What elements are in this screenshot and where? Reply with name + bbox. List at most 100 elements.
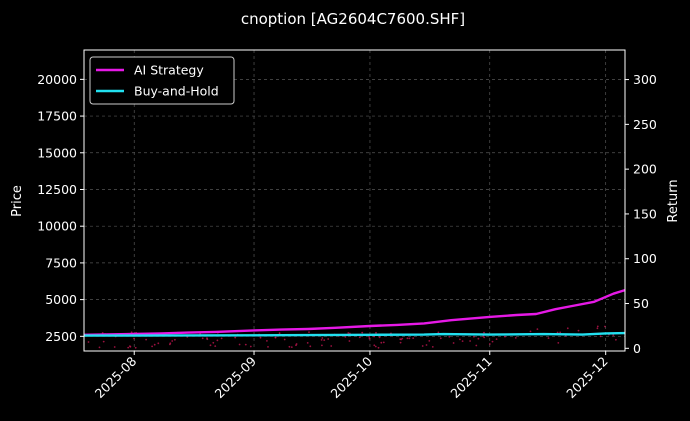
chart-title: cnoption [AG2604C7600.SHF]	[241, 10, 465, 28]
trade-marker	[214, 345, 217, 347]
legend-label-buy-and-hold: Buy-and-Hold	[134, 84, 219, 99]
trade-marker	[529, 330, 532, 333]
trade-marker	[604, 325, 606, 328]
trade-marker	[368, 336, 371, 338]
trade-marker	[249, 345, 252, 348]
trade-marker	[321, 337, 324, 339]
trade-marker	[347, 332, 350, 334]
trade-marker	[483, 331, 485, 334]
trade-marker	[130, 331, 133, 334]
x-tick-label: 2025-09	[212, 353, 260, 401]
trade-marker	[514, 337, 517, 339]
trade-marker	[288, 345, 291, 348]
trade-marker	[238, 343, 241, 346]
trade-marker	[201, 337, 204, 340]
trade-marker	[504, 335, 506, 338]
trade-marker	[151, 345, 154, 348]
grid-layer	[84, 50, 625, 351]
trade-marker	[536, 328, 539, 330]
trade-marker	[469, 340, 471, 342]
trade-marker	[274, 336, 277, 339]
trade-marker	[373, 344, 376, 347]
trade-marker	[327, 338, 330, 340]
y-tick-label-left: 10000	[37, 219, 77, 234]
trade-marker	[295, 344, 297, 347]
legend-box	[89, 56, 235, 105]
trade-marker	[368, 337, 371, 340]
trade-marker	[171, 340, 174, 342]
trade-marker	[491, 340, 494, 343]
trade-marker	[259, 336, 262, 339]
y-tick-label-right: 0	[633, 341, 641, 356]
trade-marker	[133, 337, 135, 340]
trade-marker	[431, 346, 434, 348]
trade-marker	[321, 344, 323, 347]
trade-marker	[596, 325, 599, 328]
trade-marker	[323, 339, 326, 341]
trade-marker	[475, 344, 478, 347]
trade-marker	[461, 340, 464, 342]
trade-marker	[87, 341, 90, 343]
trade-marker	[306, 342, 309, 344]
trade-marker	[557, 342, 560, 344]
x-tick-label: 2025-11	[447, 354, 495, 402]
trade-marker	[278, 332, 281, 335]
trade-marker	[290, 346, 293, 348]
trade-marker	[577, 329, 580, 332]
x-axis: 2025-08 2025-09 2025-10 2025-11 2025-12	[92, 351, 611, 401]
y-tick-label-left: 5000	[45, 292, 77, 307]
trade-marker	[134, 346, 137, 349]
trade-marker	[488, 343, 491, 345]
trade-marker	[382, 341, 385, 344]
trade-marker	[129, 345, 132, 348]
trade-marker	[412, 337, 415, 339]
trade-marker	[408, 337, 411, 340]
plot-area-frame	[83, 49, 626, 352]
trade-marker	[244, 343, 247, 346]
trade-marker	[599, 335, 602, 338]
y-tick-label-left: 20000	[37, 72, 77, 87]
trade-marker	[406, 337, 409, 340]
trade-marker	[358, 336, 361, 339]
trade-marker	[547, 337, 550, 339]
trade-marker	[206, 337, 208, 340]
series-line-ai-strategy	[83, 288, 626, 336]
trade-marker	[212, 341, 215, 344]
trade-marker	[283, 338, 286, 341]
trade-marker	[320, 339, 323, 341]
trade-marker	[216, 339, 219, 342]
trade-marker	[266, 340, 268, 342]
trade-marker	[344, 336, 347, 338]
legend-label-ai-strategy: AI Strategy	[134, 63, 204, 78]
trade-marker	[309, 345, 312, 348]
trade-marker	[348, 340, 351, 342]
trade-marker	[459, 338, 461, 341]
trade-marker	[615, 338, 617, 341]
y-tick-label-left: 2500	[45, 329, 77, 344]
trade-marker	[428, 340, 431, 342]
legend: AI Strategy Buy-and-Hold	[89, 56, 235, 105]
trade-marker	[421, 345, 424, 347]
y-axis-label-left: Price	[10, 185, 25, 217]
trade-marker	[157, 342, 160, 345]
x-tick-label: 2025-12	[563, 354, 611, 402]
trade-marker	[473, 335, 475, 338]
x-tick-label: 2025-10	[328, 353, 376, 401]
y-tick-label-right: 250	[633, 117, 657, 132]
y-tick-label-right: 50	[633, 296, 649, 311]
trade-marker	[102, 340, 105, 343]
trade-marker	[330, 345, 333, 347]
trade-marker	[566, 327, 569, 330]
trade-marker	[495, 338, 498, 340]
trade-marker	[439, 337, 442, 340]
trade-marker	[308, 331, 310, 333]
trade-marker	[477, 337, 480, 340]
trade-marker	[448, 335, 451, 338]
y-tick-label-right: 300	[633, 72, 657, 87]
right-axis: 0 50 100 150 200 250 300	[625, 72, 657, 356]
trade-marker	[612, 334, 615, 336]
trade-marker	[98, 346, 101, 349]
trade-marker	[380, 341, 383, 344]
